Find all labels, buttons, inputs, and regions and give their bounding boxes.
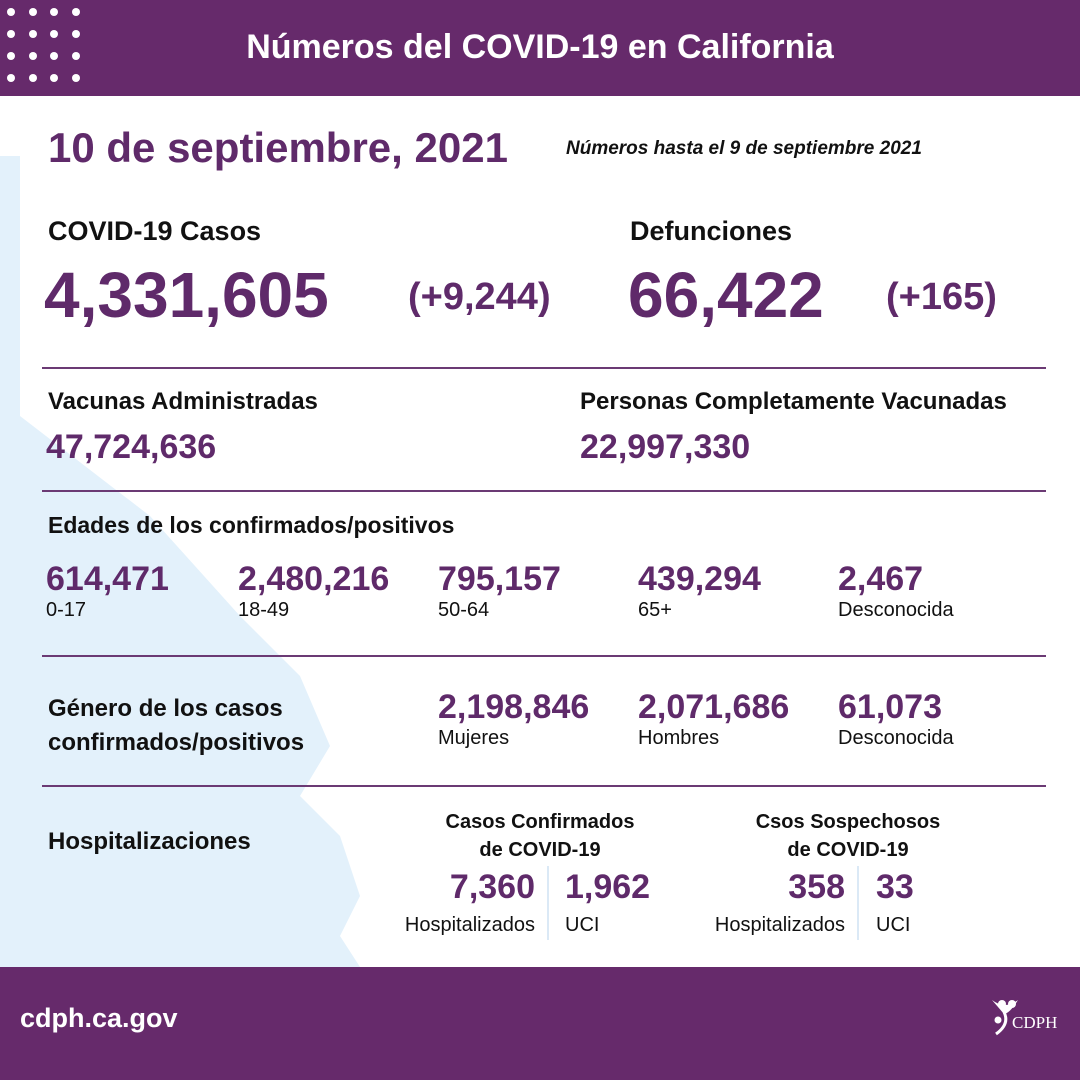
gender-label: Mujeres: [438, 727, 510, 749]
gender-group: 2,198,846 Mujeres: [438, 688, 589, 750]
suspected-hosp-value: 358: [788, 868, 845, 906]
as-of-note: Números hasta el 9 de septiembre 2021: [566, 138, 922, 159]
age-value: 2,480,216: [238, 560, 390, 598]
deaths-value: 66,422: [628, 259, 824, 331]
confirmed-heading: Casos Confirmados de COVID-19: [445, 811, 635, 861]
suspected-hosp-label: Hospitalizados: [714, 914, 845, 936]
gender-label: Hombres: [638, 727, 720, 749]
gender-group: 2,071,686 Hombres: [638, 688, 789, 750]
age-group: 614,471 0-17: [46, 560, 169, 622]
divider: [42, 785, 1046, 787]
age-group: 2,480,216 18-49: [238, 560, 389, 622]
cases-label: COVID-19 Casos: [48, 216, 262, 246]
divider: [857, 866, 859, 940]
age-label: 50-64: [438, 599, 490, 621]
fully-vaccinated-label: Personas Completamente Vacunadas: [580, 388, 1007, 415]
age-label: 65+: [638, 599, 672, 621]
age-value: 795,157: [438, 560, 561, 598]
confirmed-hosp-value: 7,360: [449, 868, 535, 906]
divider: [42, 655, 1046, 657]
svg-text:CDPH: CDPH: [1012, 1013, 1057, 1032]
report-date: 10 de septiembre, 2021: [48, 124, 508, 171]
cdph-logo-icon: CDPH: [992, 1000, 1057, 1036]
confirmed-icu-value: 1,962: [565, 868, 651, 906]
confirmed-hosp-label: Hospitalizados: [404, 914, 535, 936]
age-label: 18-49: [238, 599, 290, 621]
cases-value: 4,331,605: [44, 259, 329, 331]
age-value: 439,294: [638, 560, 761, 598]
gender-group: 61,073 Desconocida: [838, 688, 954, 750]
fully-vaccinated-value: 22,997,330: [580, 428, 751, 466]
age-group: 2,467 Desconocida: [838, 560, 954, 622]
age-label: 0-17: [46, 599, 87, 621]
age-value: 2,467: [838, 560, 924, 598]
website-link[interactable]: cdph.ca.gov: [20, 1003, 178, 1033]
gender-title: Género de los casos confirmados/positivos: [48, 695, 305, 756]
age-group: 795,157 50-64: [438, 560, 561, 622]
suspected-icu-label: UCI: [876, 914, 911, 936]
header-bar: [0, 0, 1080, 96]
cdph-logo: CDPH: [990, 988, 1070, 1048]
cases-change: (+9,244): [408, 276, 551, 318]
vaccines-value: 47,724,636: [46, 428, 217, 466]
hospitalizations-title: Hospitalizaciones: [48, 828, 251, 855]
deaths-label: Defunciones: [630, 216, 793, 246]
footer-bar: [0, 967, 1080, 1080]
deaths-change: (+165): [886, 276, 997, 318]
divider: [547, 866, 549, 940]
suspected-heading: Csos Sospechosos de COVID-19: [755, 811, 941, 861]
page-title: Números del COVID-19 en California: [246, 28, 834, 66]
gender-label: Desconocida: [838, 727, 954, 749]
california-map-background: [0, 156, 360, 967]
divider: [42, 367, 1046, 369]
suspected-icu-value: 33: [876, 868, 914, 906]
gender-value: 2,198,846: [438, 688, 590, 726]
age-group: 439,294 65+: [638, 560, 761, 622]
gender-value: 61,073: [838, 688, 942, 726]
age-label: Desconocida: [838, 599, 954, 621]
age-value: 614,471: [46, 560, 169, 598]
vaccines-label: Vacunas Administradas: [48, 388, 318, 415]
divider: [42, 490, 1046, 492]
gender-value: 2,071,686: [638, 688, 790, 726]
ages-title: Edades de los confirmados/positivos: [48, 512, 455, 538]
confirmed-icu-label: UCI: [565, 914, 600, 936]
